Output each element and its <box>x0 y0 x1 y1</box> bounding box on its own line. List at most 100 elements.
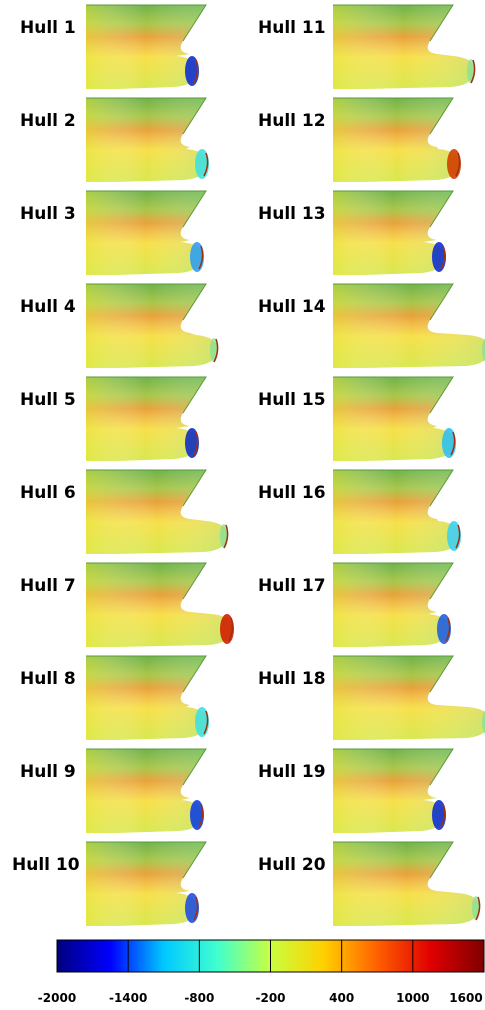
hull-render <box>86 748 207 833</box>
hull-shade <box>86 98 208 182</box>
bulb-rim <box>193 431 199 456</box>
hull-shade <box>86 842 206 926</box>
hull-shade <box>333 377 455 461</box>
bulb-tip <box>482 338 485 362</box>
bulb-rim <box>203 152 209 177</box>
hull-shade <box>86 563 233 647</box>
bulb-rim <box>203 710 209 735</box>
hull-shade <box>86 470 228 554</box>
hull-label: Hull 18 <box>258 669 326 689</box>
hull-shade <box>86 284 218 368</box>
hull-render <box>86 190 207 275</box>
hull-label: Hull 16 <box>258 483 326 503</box>
deck-edge <box>86 4 207 42</box>
hull-label: Hull 11 <box>258 18 326 38</box>
hull-label: Hull 13 <box>258 204 326 224</box>
deck-edge <box>86 748 207 786</box>
hull-render <box>333 376 456 461</box>
deck-edge <box>86 97 207 135</box>
bulb-rim <box>440 245 446 270</box>
hull-shade <box>333 191 453 275</box>
deck-edge <box>333 841 454 879</box>
hull-render <box>86 4 207 89</box>
hull-shade <box>333 842 480 926</box>
deck-edge <box>86 190 207 228</box>
hull-render <box>333 562 454 647</box>
hull-label: Hull 8 <box>20 669 76 689</box>
hull-render <box>86 841 207 926</box>
bulb-rim <box>475 896 481 921</box>
deck-edge <box>333 190 454 228</box>
hull-shade <box>333 749 453 833</box>
hull-shade <box>333 563 453 647</box>
hull-render <box>86 376 207 461</box>
deck-edge <box>86 562 207 600</box>
hull-render <box>86 283 219 368</box>
hull-shade <box>86 656 208 740</box>
hull-shade <box>86 191 206 275</box>
hull-shade <box>333 656 485 740</box>
hull-label: Hull 2 <box>20 111 76 131</box>
hull-render <box>333 841 481 926</box>
bulb-rim <box>198 803 204 828</box>
hull-shade <box>86 749 206 833</box>
hull-label: Hull 9 <box>20 762 76 782</box>
colorbar-tick-label: -200 <box>255 991 285 1005</box>
deck-edge <box>333 283 454 321</box>
bulb-rim <box>193 59 199 84</box>
bulb-rim <box>228 617 234 642</box>
hull-render <box>333 469 461 554</box>
hull-render <box>86 655 209 740</box>
hull-label: Hull 20 <box>258 855 326 875</box>
bulb-rim <box>223 524 229 549</box>
hull-render <box>86 469 229 554</box>
deck-edge <box>86 469 207 507</box>
hull-label: Hull 15 <box>258 390 326 410</box>
colorbar-tick-label: -1400 <box>109 991 147 1005</box>
colorbar-tick-label: 400 <box>329 991 354 1005</box>
colorbar-tick-label: 1600 <box>449 991 482 1005</box>
hull-label: Hull 19 <box>258 762 326 782</box>
hull-label: Hull 4 <box>20 297 76 317</box>
bulb-rim <box>450 431 456 456</box>
hull-label: Hull 14 <box>258 297 326 317</box>
bulb-rim <box>445 617 451 642</box>
hull-label: Hull 3 <box>20 204 76 224</box>
hull-label: Hull 10 <box>12 855 80 875</box>
hull-shade <box>86 377 206 461</box>
deck-edge <box>333 376 454 414</box>
hull-shade <box>333 5 475 89</box>
hull-label: Hull 6 <box>20 483 76 503</box>
hull-render <box>333 4 476 89</box>
deck-edge <box>333 97 454 135</box>
deck-edge <box>333 562 454 600</box>
hull-label: Hull 12 <box>258 111 326 131</box>
hull-label: Hull 17 <box>258 576 326 596</box>
hull-shade <box>333 98 460 182</box>
hull-shade <box>333 284 485 368</box>
hull-render <box>333 190 454 275</box>
bulb-rim <box>440 803 446 828</box>
deck-edge <box>86 655 207 693</box>
hull-render <box>333 655 485 740</box>
hull-render <box>86 562 234 647</box>
deck-edge <box>86 376 207 414</box>
bulb-rim <box>198 245 204 270</box>
hull-shade <box>86 5 206 89</box>
bulb-rim <box>455 524 461 549</box>
bulb-tip <box>482 710 485 734</box>
deck-edge <box>333 469 454 507</box>
deck-edge <box>86 283 207 321</box>
deck-edge <box>333 748 454 786</box>
hull-render <box>333 97 461 182</box>
hull-render <box>86 97 209 182</box>
hull-render <box>333 748 454 833</box>
bulb-rim <box>455 152 461 177</box>
hull-label: Hull 5 <box>20 390 76 410</box>
hull-shade <box>333 470 460 554</box>
colorbar-tick-label: 1000 <box>396 991 429 1005</box>
bulb-rim <box>193 896 199 921</box>
deck-edge <box>86 841 207 879</box>
deck-edge <box>333 655 454 693</box>
